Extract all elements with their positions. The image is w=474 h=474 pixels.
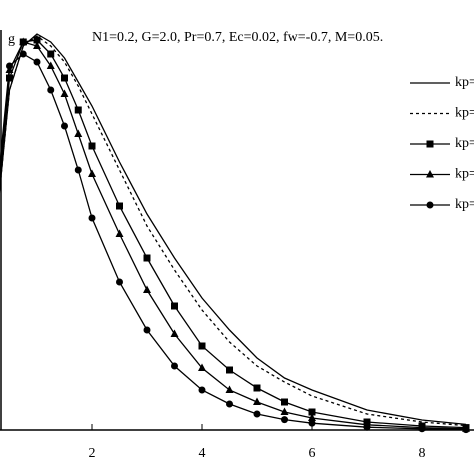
- x-tick-label: 2: [89, 446, 96, 461]
- marker: [253, 384, 261, 392]
- marker: [253, 397, 261, 405]
- marker: [226, 366, 233, 374]
- legend-label: kp=: [455, 106, 474, 121]
- marker: [116, 202, 123, 210]
- legend-marker: [426, 201, 434, 209]
- marker: [47, 86, 55, 94]
- marker: [418, 425, 426, 433]
- legend-marker: [426, 140, 434, 148]
- marker: [143, 254, 151, 262]
- marker: [88, 214, 96, 222]
- marker: [46, 61, 55, 69]
- marker: [143, 326, 151, 334]
- marker: [462, 426, 470, 434]
- marker: [171, 302, 178, 310]
- marker: [116, 278, 123, 286]
- marker: [74, 106, 82, 114]
- marker: [88, 169, 96, 177]
- legend-label: kp=: [455, 167, 474, 182]
- marker: [19, 37, 28, 45]
- annotation: N1=0.2, G=2.0, Pr=0.7, Ec=0.02, fw=-0.7,…: [92, 30, 383, 45]
- marker: [253, 410, 261, 418]
- marker: [280, 407, 289, 415]
- marker: [171, 362, 178, 370]
- marker: [226, 400, 233, 408]
- marker: [61, 122, 68, 130]
- marker: [33, 58, 41, 66]
- legend-label: kp=: [455, 197, 474, 212]
- marker: [88, 142, 96, 150]
- marker: [198, 363, 206, 371]
- x-tick-label: 6: [309, 446, 316, 461]
- marker: [225, 385, 234, 393]
- marker: [115, 229, 124, 237]
- marker: [308, 413, 316, 421]
- marker: [60, 89, 69, 97]
- marker: [33, 41, 41, 49]
- marker: [281, 398, 288, 406]
- x-tick-label: 4: [199, 446, 206, 461]
- marker: [74, 129, 83, 137]
- marker: [198, 386, 206, 394]
- marker: [308, 408, 316, 416]
- legend-marker: [426, 170, 434, 178]
- marker: [74, 166, 82, 174]
- marker: [47, 50, 55, 58]
- legend-label: kp=: [455, 75, 474, 90]
- marker: [363, 423, 371, 431]
- marker: [198, 342, 206, 350]
- marker: [19, 50, 27, 58]
- marker: [308, 419, 316, 427]
- marker: [170, 329, 179, 337]
- marker: [61, 74, 68, 82]
- x-tick-label: 8: [419, 446, 426, 461]
- legend-label: kp=: [455, 136, 474, 151]
- y-axis-label: g: [8, 32, 15, 47]
- marker: [281, 416, 288, 424]
- marker: [6, 74, 13, 82]
- marker: [143, 285, 151, 293]
- marker: [33, 36, 41, 44]
- marker: [6, 62, 13, 70]
